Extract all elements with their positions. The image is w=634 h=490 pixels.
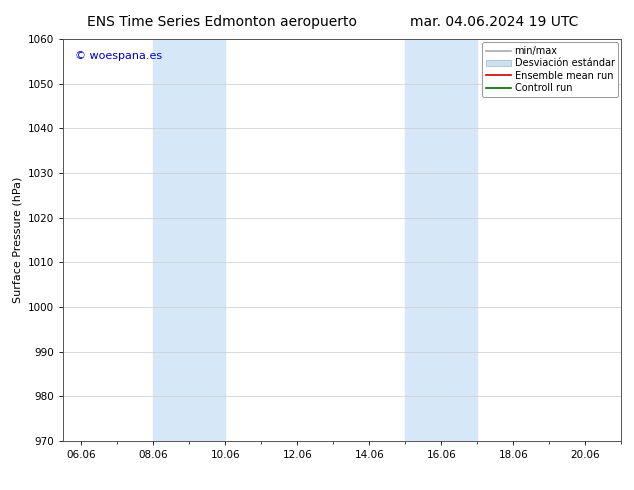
- Legend: min/max, Desviación estándar, Ensemble mean run, Controll run: min/max, Desviación estándar, Ensemble m…: [482, 42, 618, 97]
- Y-axis label: Surface Pressure (hPa): Surface Pressure (hPa): [13, 177, 23, 303]
- Bar: [153, 39, 225, 441]
- Bar: [405, 39, 477, 441]
- Text: © woespana.es: © woespana.es: [75, 51, 162, 61]
- Text: mar. 04.06.2024 19 UTC: mar. 04.06.2024 19 UTC: [410, 15, 579, 29]
- Text: ENS Time Series Edmonton aeropuerto: ENS Time Series Edmonton aeropuerto: [87, 15, 357, 29]
